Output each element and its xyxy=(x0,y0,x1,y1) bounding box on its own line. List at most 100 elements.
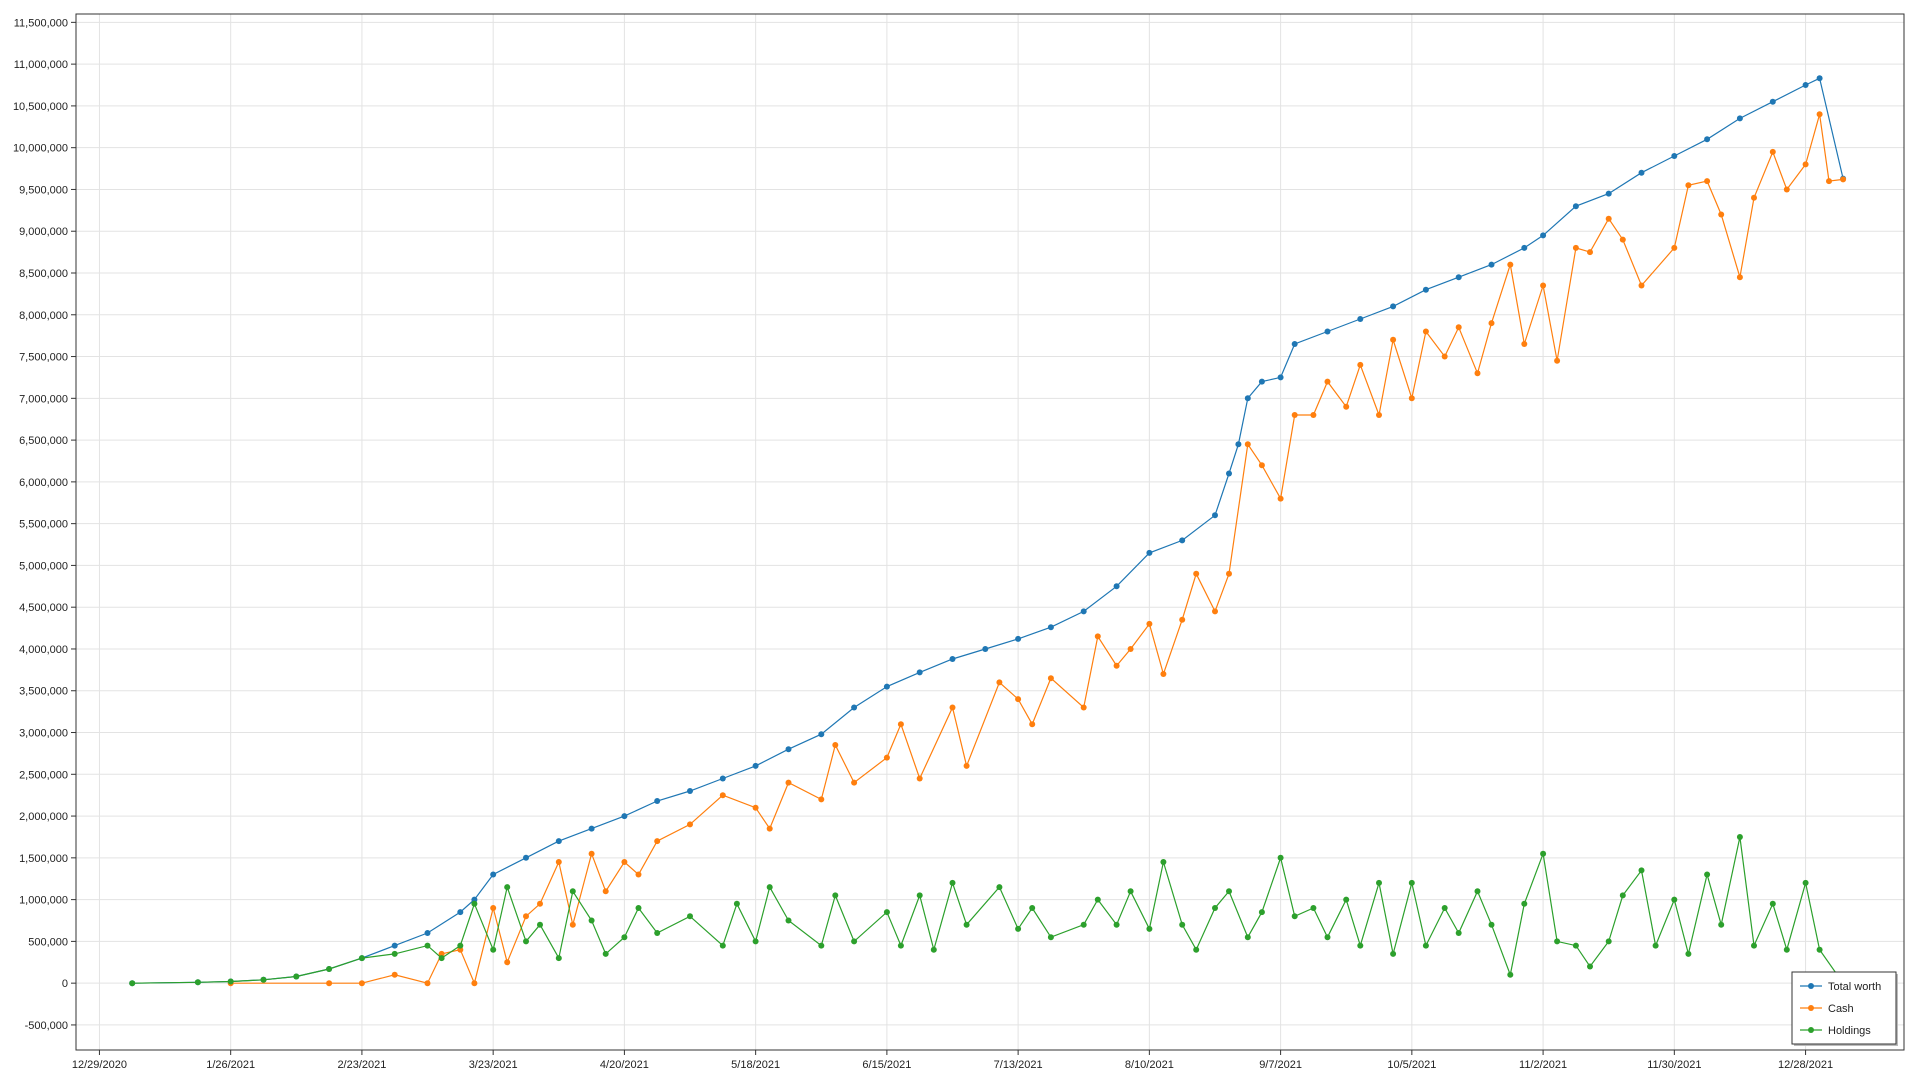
y-tick-label: 11,500,000 xyxy=(14,17,68,29)
x-tick-label: 7/13/2021 xyxy=(994,1059,1043,1071)
total-worth-point xyxy=(1080,608,1087,615)
cash-point xyxy=(424,980,431,987)
holdings-point xyxy=(752,938,759,945)
grid-lines xyxy=(76,14,1904,1050)
total-worth-point xyxy=(1422,286,1429,293)
holdings-point xyxy=(555,955,562,962)
cash-point xyxy=(1521,341,1528,347)
cash-point xyxy=(471,980,478,987)
legend-swatch-marker xyxy=(1808,1005,1814,1011)
total-worth-point xyxy=(1572,203,1579,210)
cash-point xyxy=(457,946,464,953)
series-layer xyxy=(129,75,1847,987)
holdings-point xyxy=(1572,942,1579,949)
holdings-point xyxy=(733,900,740,907)
cash-point xyxy=(1390,336,1397,343)
cash-point xyxy=(1474,370,1481,377)
holdings-point xyxy=(1160,859,1167,865)
total-worth-point xyxy=(1113,583,1120,590)
y-tick-label: -500,000 xyxy=(25,1020,68,1032)
holdings-point xyxy=(1488,921,1495,928)
total-worth-point xyxy=(1015,635,1022,642)
holdings-point xyxy=(1047,934,1054,941)
holdings-point xyxy=(766,884,773,891)
holdings-point xyxy=(588,917,595,924)
holdings-point xyxy=(1736,834,1743,840)
y-tick-label: 1,000,000 xyxy=(19,895,68,907)
holdings-point xyxy=(1324,934,1331,941)
y-tick-label: 4,500,000 xyxy=(19,602,68,614)
holdings-point xyxy=(1605,938,1612,945)
plot-frame xyxy=(75,13,1905,1051)
total-worth-point xyxy=(687,788,693,794)
cash-point xyxy=(569,921,576,928)
total-worth-point xyxy=(621,813,628,820)
total-worth-point xyxy=(851,704,858,711)
holdings-point xyxy=(1343,896,1350,903)
holdings-point xyxy=(523,938,529,945)
cash-point xyxy=(635,871,642,878)
total-worth-point xyxy=(588,825,595,832)
cash-point xyxy=(1160,671,1167,677)
holdings-point xyxy=(1652,942,1659,949)
cash-point xyxy=(1015,696,1022,703)
cash-point xyxy=(1179,616,1186,623)
cash-point xyxy=(326,980,333,987)
cash-point xyxy=(1507,261,1514,268)
cash-point xyxy=(1769,148,1776,155)
cash-point xyxy=(1408,395,1415,402)
legend-label-total-worth: Total worth xyxy=(1828,981,1881,993)
holdings-point xyxy=(1094,896,1101,903)
y-tick-label: 10,500,000 xyxy=(13,101,68,113)
legend-swatch-marker xyxy=(1808,983,1814,989)
total-worth-line xyxy=(132,77,1844,984)
holdings-point xyxy=(1540,850,1547,857)
total-worth-point xyxy=(1769,98,1776,105)
holdings-point xyxy=(293,973,300,980)
cash-point xyxy=(1244,441,1251,448)
y-tick-label: 3,500,000 xyxy=(19,686,68,698)
total-worth-point xyxy=(1540,232,1547,239)
holdings-point xyxy=(851,938,858,945)
x-tick-label: 5/18/2021 xyxy=(731,1059,780,1071)
holdings-point xyxy=(1783,946,1790,953)
total-worth-point xyxy=(916,669,923,676)
total-worth-point xyxy=(391,942,398,949)
total-worth-point xyxy=(1704,136,1711,143)
cash-point xyxy=(1605,215,1612,222)
holdings-point xyxy=(687,913,693,920)
cash-point xyxy=(1127,646,1134,652)
x-tick-label: 11/2/2021 xyxy=(1519,1059,1567,1071)
holdings-point xyxy=(1422,942,1429,949)
holdings-point xyxy=(1015,925,1022,932)
holdings-point xyxy=(1310,905,1317,911)
holdings-point xyxy=(897,942,904,949)
cash-point xyxy=(1488,320,1495,327)
y-tick-label: 10,000,000 xyxy=(13,143,68,155)
holdings-point xyxy=(1357,942,1364,949)
holdings-point xyxy=(1474,888,1481,895)
cash-point xyxy=(1619,236,1626,243)
holdings-point xyxy=(1029,905,1036,911)
total-worth-point xyxy=(490,871,497,878)
holdings-point xyxy=(1802,879,1809,886)
cash-point xyxy=(1554,357,1561,364)
holdings-point xyxy=(1671,896,1678,903)
total-worth-point xyxy=(982,646,989,652)
total-worth-point xyxy=(457,909,464,916)
total-worth-point xyxy=(1277,374,1284,381)
cash-point xyxy=(391,971,398,978)
cash-point xyxy=(832,742,839,748)
cash-point xyxy=(654,838,661,845)
total-worth-point xyxy=(1521,244,1528,251)
cash-point xyxy=(1455,324,1462,331)
total-worth-point xyxy=(1390,303,1397,310)
cash-point xyxy=(1113,662,1120,669)
holdings-point xyxy=(504,884,511,891)
cash-point xyxy=(1357,361,1364,368)
total-worth-point xyxy=(1235,441,1242,448)
total-worth-point xyxy=(1357,316,1364,322)
total-worth-point xyxy=(523,854,529,861)
total-worth-point xyxy=(1047,624,1054,631)
